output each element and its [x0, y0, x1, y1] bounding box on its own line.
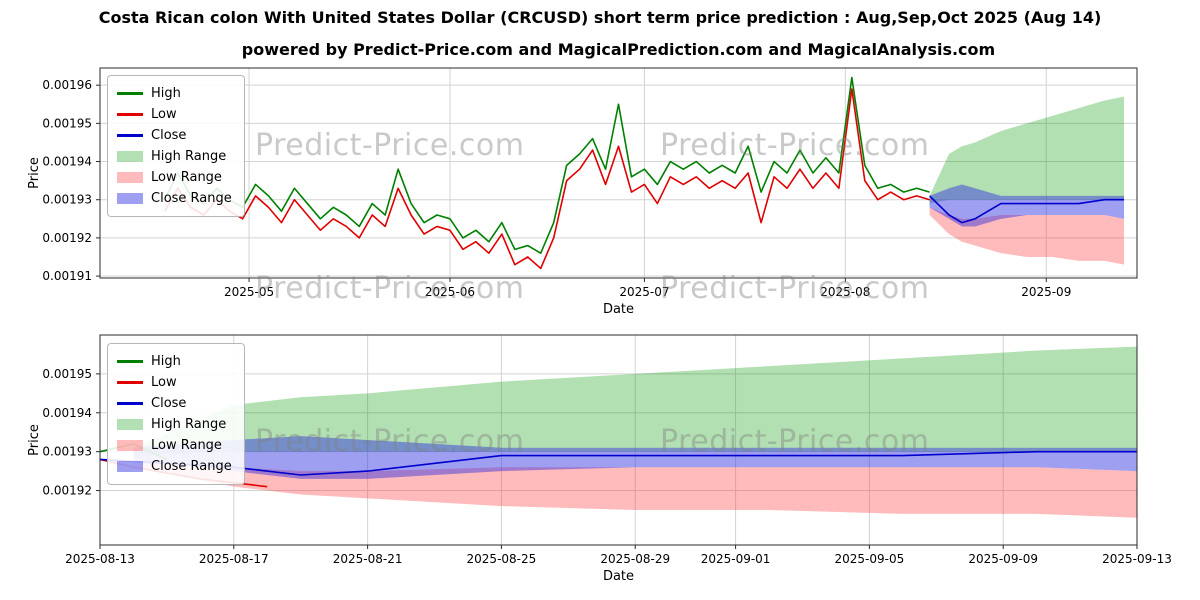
x-tick-label: 2025-08 [820, 285, 870, 299]
legend-item-close: Close [117, 393, 232, 414]
x-tick-label: 2025-08-13 [65, 552, 135, 566]
x-tick-label: 2025-09-13 [1102, 552, 1172, 566]
band-close-range [133, 436, 1138, 479]
legend-item-low-range: Low Range [117, 167, 232, 188]
legend-fill-swatch [117, 461, 143, 472]
x-tick-label: 2025-06 [425, 285, 475, 299]
x-tick-label: 2025-09 [1021, 285, 1071, 299]
legend-item-high: High [117, 83, 232, 104]
y-tick-label: 0.00193 [42, 193, 92, 207]
legend-line-swatch [117, 113, 143, 116]
legend-label: Low [151, 375, 177, 390]
x-tick-label: 2025-08-25 [467, 552, 537, 566]
legend-item-high: High [117, 351, 232, 372]
x-tick-label: 2025-09-09 [968, 552, 1038, 566]
line-low [164, 88, 930, 270]
legend-line-swatch [117, 402, 143, 405]
x-tick-label: 2025-05 [224, 285, 274, 299]
legend-item-low-range: Low Range [117, 435, 232, 456]
legend-1: High Low Close High Range Low Range Close Ran… [107, 75, 245, 217]
band-high-range [133, 346, 1138, 456]
x-tick-label: 2025-09-01 [701, 552, 771, 566]
line-close [929, 195, 1125, 224]
chart-svg-2: 2025-08-13 2025-08-17 2025-08-21 2025-08-25… [27, 334, 1172, 584]
y-tick-label: 0.00194 [42, 406, 92, 420]
gridlines [100, 68, 1137, 278]
legend-label: Close Range [151, 191, 232, 206]
legend-item-close-range: Close Range [117, 456, 232, 477]
legend-label: Low Range [151, 438, 222, 453]
line-high [164, 76, 930, 254]
gridlines [99, 335, 1138, 545]
legend-item-high-range: High Range [117, 414, 232, 435]
legend-label: High [151, 354, 181, 369]
tick-labels: 2025-05 2025-06 2025-07 2025-08 2025-09 0.001… [42, 78, 1071, 299]
chart-svg-1: 2025-05 2025-06 2025-07 2025-08 2025-09 0.001… [27, 67, 1138, 317]
legend-label: High Range [151, 417, 227, 432]
figure-title: Costa Rican colon With United States Dol… [98, 8, 1102, 27]
legend-line-swatch [117, 134, 143, 137]
tick-labels: 2025-08-13 2025-08-17 2025-08-21 2025-08-25… [42, 367, 1172, 566]
y-tick-label: 0.00193 [42, 445, 92, 459]
plot-border [99, 67, 1138, 279]
legend-line-swatch [117, 360, 143, 363]
legend-line-swatch [117, 92, 143, 95]
y-tick-label: 0.00192 [42, 484, 92, 498]
legend-label: Close [151, 396, 187, 411]
y-tick-label: 0.00195 [42, 367, 92, 381]
legend-item-close-range: Close Range [117, 188, 232, 209]
y-tick-label: 0.00194 [42, 155, 92, 169]
line-close [99, 450, 1137, 476]
legend-fill-swatch [117, 419, 143, 430]
legend-line-swatch [117, 381, 143, 384]
plot-border [99, 334, 1138, 546]
legend-fill-swatch [117, 440, 143, 451]
legend-item-low: Low [117, 104, 232, 125]
legend-label: High [151, 86, 181, 101]
x-tick-label: 2025-09-05 [835, 552, 905, 566]
plot-background [100, 335, 1137, 545]
y-tick-label: 0.00195 [42, 116, 92, 130]
band-low-range [133, 459, 1138, 518]
legend-label: Low [151, 107, 177, 122]
y-axis-label: Price [27, 157, 42, 189]
legend-item-high-range: High Range [117, 146, 232, 167]
legend-fill-swatch [117, 172, 143, 183]
x-tick-label: 2025-08-17 [199, 552, 269, 566]
legend-label: High Range [151, 149, 227, 164]
x-axis-label: Date [603, 302, 634, 317]
x-tick-label: 2025-08-29 [600, 552, 670, 566]
legend-fill-swatch [117, 151, 143, 162]
y-tick-label: 0.00191 [42, 269, 92, 283]
legend-item-close: Close [117, 125, 232, 146]
y-tick-label: 0.00196 [42, 78, 92, 92]
band-low-range [929, 207, 1125, 265]
legend-fill-swatch [117, 193, 143, 204]
y-axis-label: Price [27, 424, 42, 456]
legend-item-low: Low [117, 372, 232, 393]
x-tick-label: 2025-08-21 [333, 552, 403, 566]
plot-background [100, 68, 1137, 278]
x-tick-label: 2025-07 [619, 285, 669, 299]
legend-label: Close [151, 128, 187, 143]
legend-label: Low Range [151, 170, 222, 185]
legend-2: High Low Close High Range Low Range Close Ran… [107, 343, 245, 485]
y-tick-label: 0.00192 [42, 231, 92, 245]
x-axis-label: Date [603, 569, 634, 584]
legend-label: Close Range [151, 459, 232, 474]
band-high-range [929, 96, 1125, 204]
band-close-range [929, 184, 1125, 227]
powered-by-subtitle: powered by Predict-Price.com and Magical… [241, 40, 996, 59]
